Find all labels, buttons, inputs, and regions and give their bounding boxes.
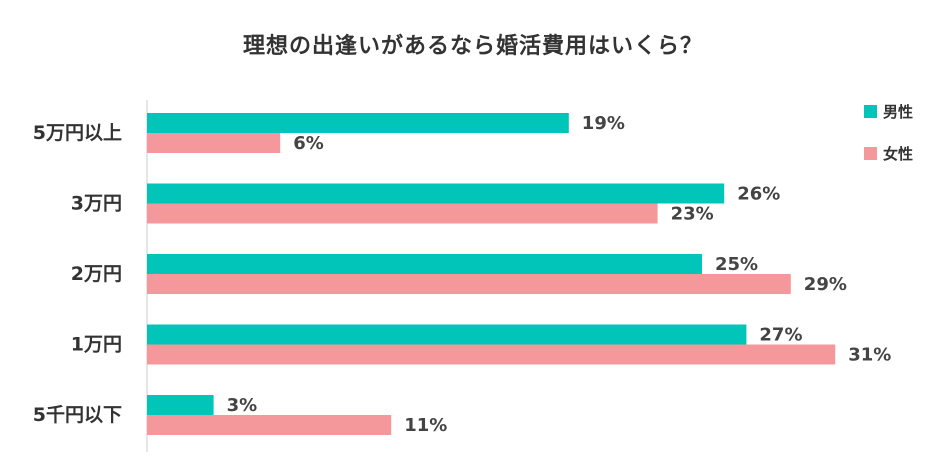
bar-male — [147, 324, 747, 345]
data-label: 19% — [582, 113, 625, 134]
data-label: 23% — [671, 204, 714, 225]
chart-title: 理想の出逢いがあるなら婚活費用はいくら？ — [242, 34, 703, 59]
category-label: 3万円 — [71, 193, 122, 215]
bar-female — [147, 203, 658, 224]
data-label: 25% — [715, 254, 758, 275]
category-label: 1万円 — [71, 334, 122, 356]
category-label: 2万円 — [71, 263, 122, 285]
category-label: 5万円以上 — [33, 122, 122, 144]
data-label: 26% — [737, 184, 780, 205]
data-label: 11% — [404, 415, 447, 436]
data-label: 31% — [848, 345, 891, 366]
plot-area: 5万円以上 19% 6% 3万円 26% 23% 2万円 25% 29% 1万円 27% 31% 5千円… — [33, 113, 891, 436]
data-label: 3% — [227, 395, 258, 416]
bar-female — [147, 415, 392, 435]
legend-label: 女性 — [883, 145, 913, 163]
data-label: 29% — [804, 274, 847, 295]
bar-male — [147, 395, 214, 415]
legend-label: 男性 — [883, 103, 913, 121]
bar-female — [147, 133, 281, 153]
bar-male — [147, 183, 725, 204]
bar-male — [147, 254, 702, 274]
bar-male — [147, 113, 569, 133]
bar-female — [147, 344, 836, 365]
data-label: 6% — [293, 133, 324, 154]
legend-swatch — [864, 147, 877, 160]
legend-swatch — [864, 105, 877, 118]
bar-female — [147, 274, 791, 294]
data-label: 27% — [759, 325, 802, 346]
category-label: 5千円以下 — [33, 404, 122, 426]
